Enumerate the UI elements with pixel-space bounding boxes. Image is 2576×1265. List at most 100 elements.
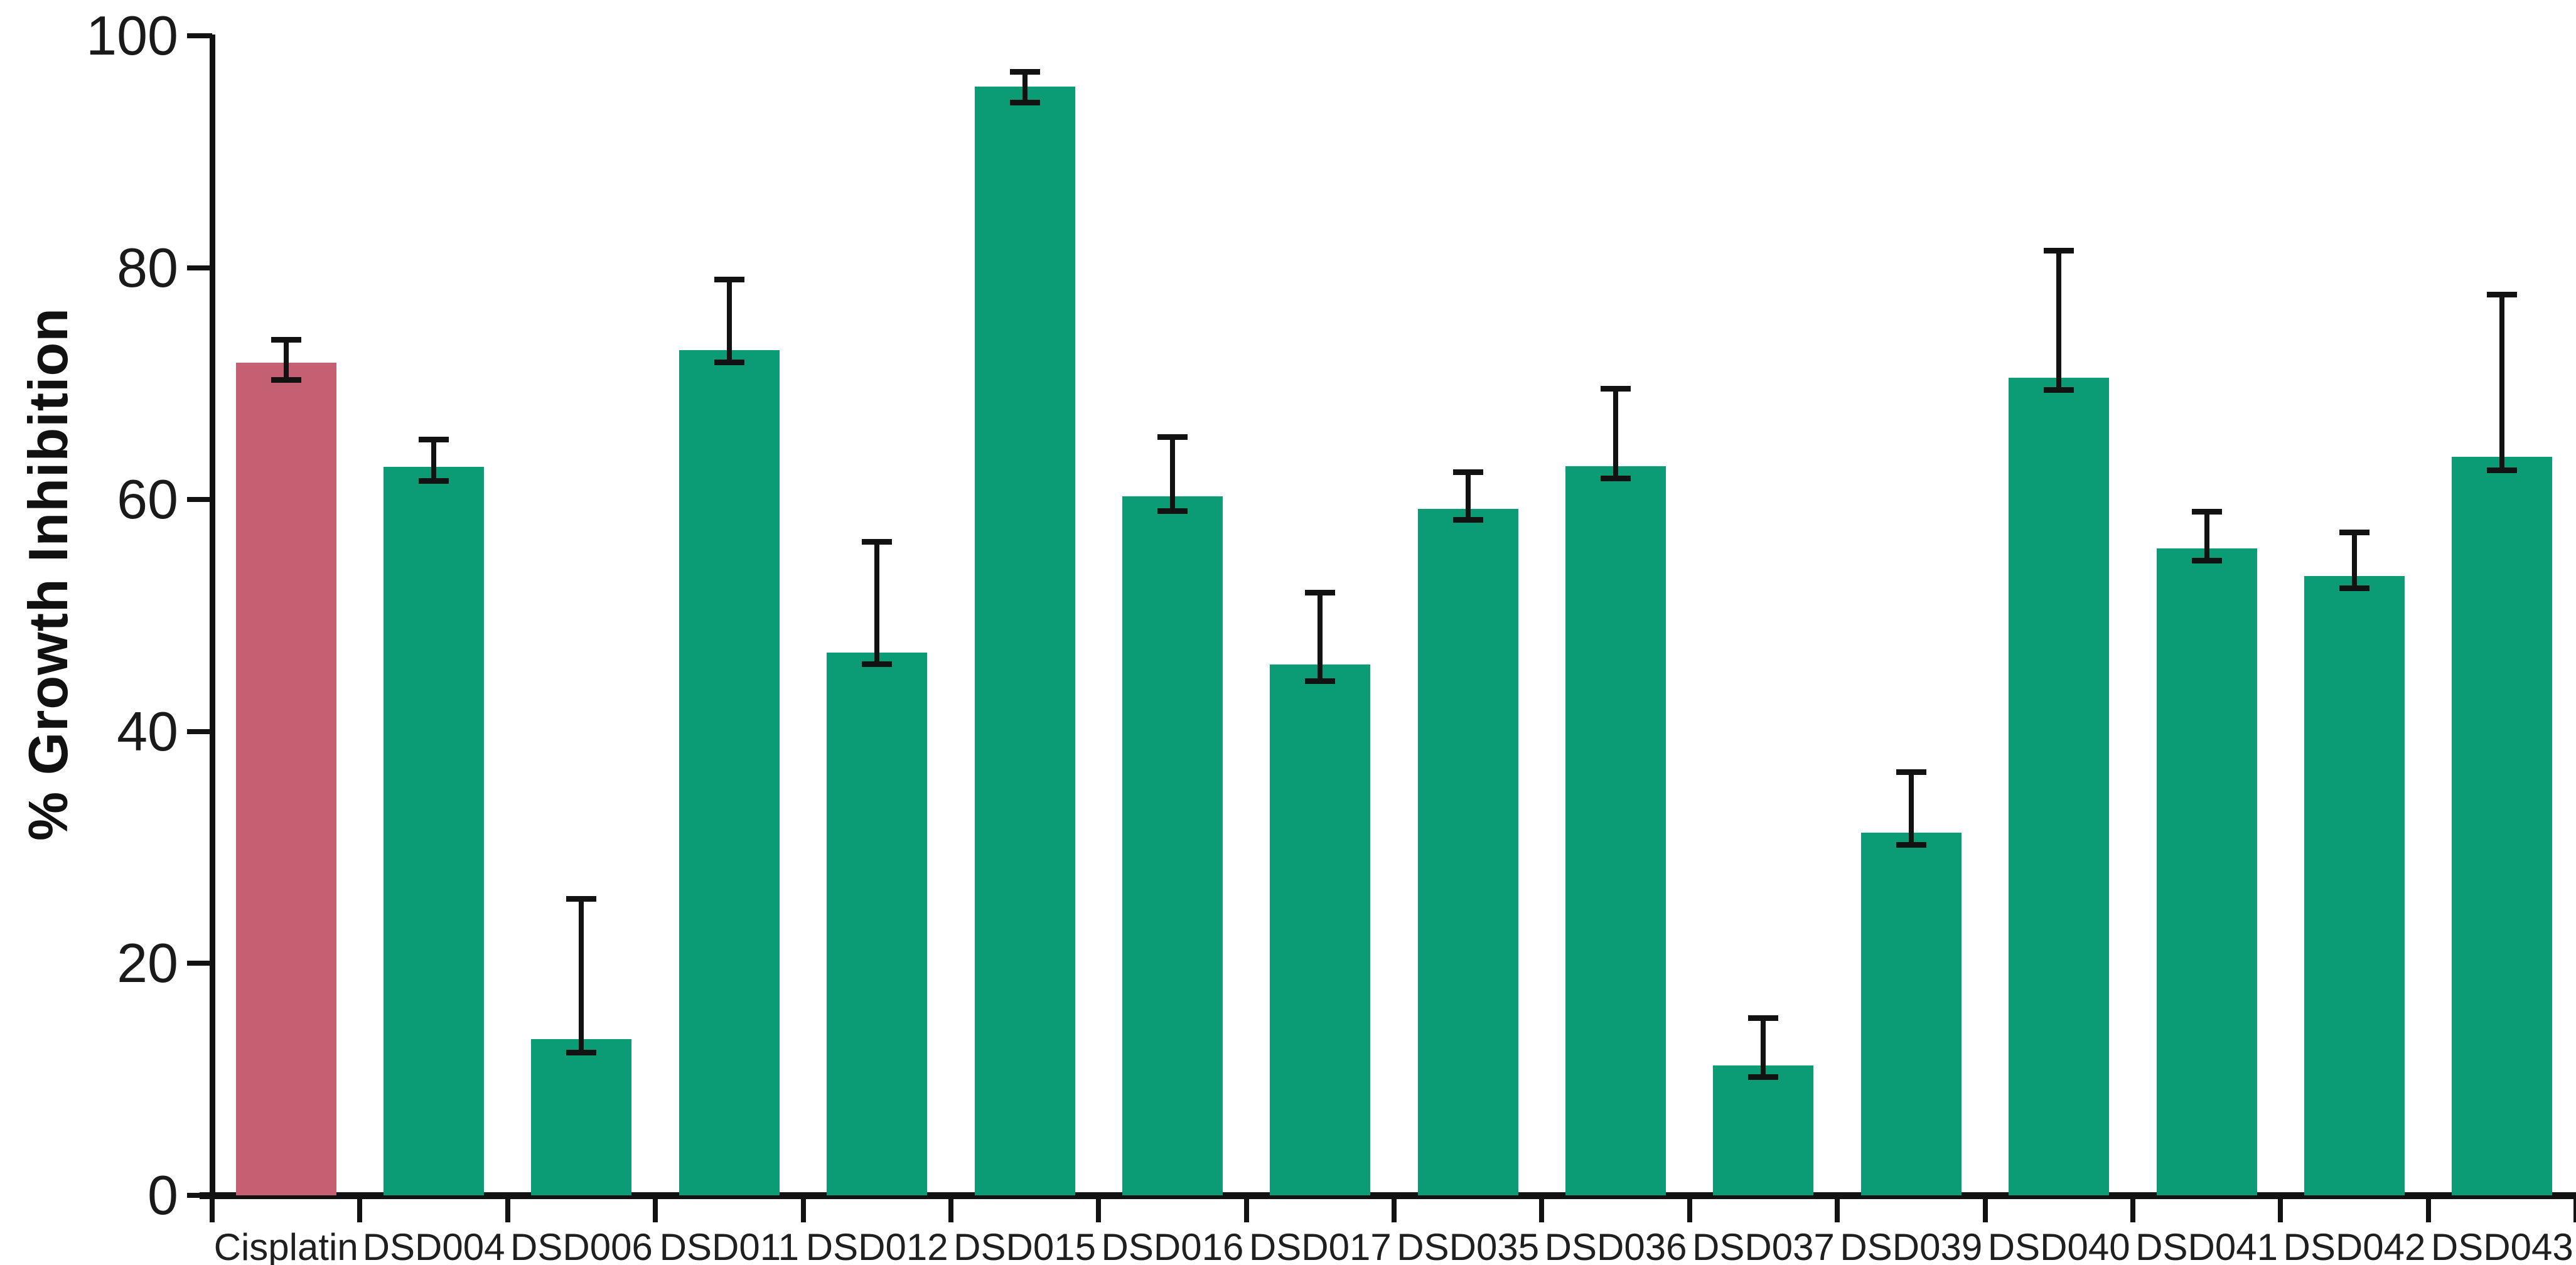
bar-dsd015 bbox=[974, 87, 1075, 1195]
error-bar-cap-top bbox=[271, 337, 301, 343]
bar-dsd039 bbox=[1860, 832, 1962, 1195]
x-axis-label-dsd017: DSD017 bbox=[1248, 1226, 1392, 1265]
y-tick-mark bbox=[187, 961, 212, 966]
error-bar-cap-bottom bbox=[2044, 387, 2074, 393]
error-bar-line bbox=[283, 339, 289, 380]
x-axis-label-dsd043: DSD043 bbox=[2430, 1226, 2573, 1265]
x-tick-mark bbox=[1687, 1195, 1692, 1222]
y-tick-label: 80 bbox=[117, 236, 178, 299]
bar-dsd017 bbox=[1270, 664, 1371, 1195]
x-axis-label-dsd006: DSD006 bbox=[510, 1226, 653, 1265]
error-bar-cap-bottom bbox=[862, 661, 893, 667]
y-tick-label: 40 bbox=[117, 700, 178, 762]
x-tick-mark bbox=[653, 1195, 658, 1222]
error-bar-line bbox=[431, 439, 437, 481]
x-tick-mark bbox=[210, 1195, 215, 1222]
error-bar-line bbox=[1613, 388, 1619, 479]
error-bar-cap-top bbox=[1601, 385, 1631, 392]
bar-dsd004 bbox=[384, 467, 485, 1195]
bar-dsd042 bbox=[2304, 576, 2405, 1195]
x-tick-mark bbox=[505, 1195, 510, 1222]
error-bar-cap-top bbox=[1452, 469, 1483, 475]
error-bar-cap-bottom bbox=[1305, 678, 1336, 685]
error-bar-cap-bottom bbox=[1748, 1074, 1779, 1080]
bar-dsd037 bbox=[1713, 1065, 1814, 1195]
x-tick-mark bbox=[357, 1195, 363, 1222]
x-tick-mark bbox=[2425, 1195, 2431, 1222]
error-bar-cap-top bbox=[1009, 69, 1040, 75]
error-bar-cap-bottom bbox=[1452, 517, 1483, 523]
error-bar-cap-top bbox=[714, 277, 744, 283]
error-bar-line bbox=[1169, 437, 1175, 511]
bar-dsd040 bbox=[2009, 378, 2110, 1195]
x-axis-label-dsd012: DSD012 bbox=[805, 1226, 948, 1265]
x-tick-mark bbox=[1835, 1195, 1840, 1222]
error-bar-cap-top bbox=[1896, 769, 1926, 776]
bar-dsd036 bbox=[1565, 466, 1666, 1195]
x-tick-mark bbox=[2573, 1195, 2576, 1222]
x-axis-label-dsd039: DSD039 bbox=[1840, 1226, 1983, 1265]
bar-cisplatin bbox=[235, 363, 336, 1195]
y-tick-label: 20 bbox=[117, 932, 178, 995]
x-axis-label-dsd016: DSD016 bbox=[1101, 1226, 1244, 1265]
bar-dsd011 bbox=[679, 350, 780, 1195]
y-tick-label: 100 bbox=[86, 4, 178, 67]
error-bar-cap-bottom bbox=[419, 478, 449, 484]
error-bar-line bbox=[2499, 294, 2505, 471]
y-tick-mark bbox=[187, 729, 212, 734]
error-bar-cap-top bbox=[2191, 508, 2222, 515]
bar-dsd041 bbox=[2156, 548, 2257, 1195]
error-bar-cap-bottom bbox=[2339, 585, 2369, 592]
error-bar-line bbox=[2056, 250, 2062, 391]
error-bar-cap-top bbox=[2339, 529, 2369, 535]
x-axis-label-dsd011: DSD011 bbox=[659, 1226, 799, 1265]
x-axis-label-dsd004: DSD004 bbox=[362, 1226, 505, 1265]
error-bar-line bbox=[1761, 1018, 1766, 1077]
error-bar-cap-bottom bbox=[1009, 100, 1040, 106]
error-bar-cap-top bbox=[566, 895, 597, 902]
x-tick-mark bbox=[1392, 1195, 1397, 1222]
x-axis-label-dsd041: DSD041 bbox=[2135, 1226, 2278, 1265]
error-bar-cap-bottom bbox=[566, 1049, 597, 1055]
x-axis-label-dsd037: DSD037 bbox=[1692, 1226, 1835, 1265]
error-bar-line bbox=[1465, 471, 1471, 521]
error-bar-cap-top bbox=[2044, 247, 2074, 254]
error-bar-cap-top bbox=[862, 538, 893, 545]
bar-dsd035 bbox=[1417, 508, 1518, 1195]
error-bar-cap-bottom bbox=[1601, 475, 1631, 481]
error-bar-cap-top bbox=[1157, 434, 1188, 440]
x-tick-mark bbox=[1539, 1195, 1545, 1222]
x-tick-mark bbox=[2130, 1195, 2135, 1222]
x-tick-mark bbox=[948, 1195, 953, 1222]
y-axis-line bbox=[209, 35, 215, 1199]
x-tick-mark bbox=[800, 1195, 806, 1222]
x-tick-mark bbox=[1243, 1195, 1249, 1222]
error-bar-cap-bottom bbox=[1896, 841, 1926, 848]
x-tick-mark bbox=[2278, 1195, 2284, 1222]
bar-dsd006 bbox=[531, 1038, 632, 1195]
y-tick-mark bbox=[187, 265, 212, 270]
error-bar-line bbox=[1318, 592, 1323, 682]
error-bar-cap-top bbox=[1305, 590, 1336, 596]
x-axis-label-dsd040: DSD040 bbox=[1987, 1226, 2130, 1265]
x-tick-mark bbox=[1982, 1195, 1988, 1222]
error-bar-line bbox=[1022, 72, 1028, 104]
y-tick-mark bbox=[187, 497, 212, 503]
error-bar-cap-top bbox=[2487, 292, 2518, 298]
y-tick-mark bbox=[187, 33, 212, 38]
error-bar-line bbox=[874, 541, 880, 665]
error-bar-line bbox=[1908, 772, 1914, 845]
error-bar-line bbox=[726, 279, 732, 363]
error-bar-line bbox=[2351, 531, 2357, 589]
x-axis-label-cisplatin: Cisplatin bbox=[213, 1226, 358, 1265]
bar-dsd012 bbox=[827, 653, 928, 1195]
error-bar-cap-top bbox=[1748, 1015, 1779, 1022]
error-bar-cap-top bbox=[419, 437, 449, 443]
error-bar-cap-bottom bbox=[2191, 558, 2222, 564]
error-bar-line bbox=[579, 898, 584, 1053]
x-axis-label-dsd035: DSD035 bbox=[1397, 1226, 1540, 1265]
error-bar-cap-bottom bbox=[2487, 467, 2518, 473]
error-bar-cap-bottom bbox=[1157, 508, 1188, 514]
x-axis-label-dsd036: DSD036 bbox=[1544, 1226, 1687, 1265]
